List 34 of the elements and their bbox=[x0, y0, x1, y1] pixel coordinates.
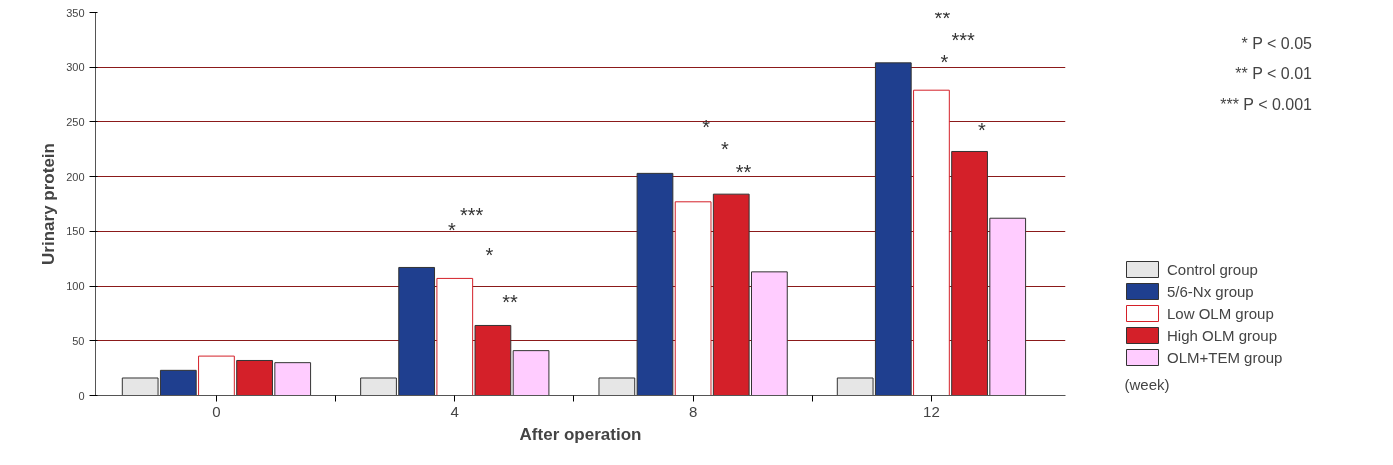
annotation: * bbox=[940, 50, 949, 73]
text: (week) bbox=[1124, 375, 1170, 393]
y-tick-label: 350 bbox=[66, 6, 85, 19]
annotation: * bbox=[977, 118, 986, 141]
x-tick-label: 0 bbox=[212, 402, 221, 420]
annotation: * bbox=[485, 244, 494, 267]
legend-label: High OLM group bbox=[1167, 326, 1278, 344]
y-tick-label: 100 bbox=[66, 280, 85, 293]
y-tick-label: 0 bbox=[78, 389, 85, 402]
legend-label: Low OLM group bbox=[1167, 304, 1274, 322]
y-tick-label: 200 bbox=[66, 170, 85, 183]
x-tick-label: 4 bbox=[450, 402, 459, 420]
annotation: *** bbox=[460, 203, 484, 226]
annotation: ** bbox=[735, 161, 752, 184]
y-tick-label: 250 bbox=[66, 115, 85, 128]
annotation: *** bbox=[951, 28, 975, 51]
annotation: ** bbox=[502, 291, 519, 314]
legend-label: OLM+TEM group bbox=[1167, 348, 1283, 366]
bar bbox=[512, 350, 550, 396]
text: *** P < 0.001 bbox=[1220, 95, 1313, 113]
y-tick-label: 150 bbox=[66, 225, 85, 238]
annotation: * bbox=[720, 138, 729, 161]
legend-label: 5/6-Nx group bbox=[1167, 282, 1254, 300]
text: * P < 0.05 bbox=[1241, 34, 1313, 52]
x-axis-title: After operation bbox=[519, 424, 642, 444]
y-axis-title: Urinary protein bbox=[39, 143, 59, 265]
x-tick-label: 8 bbox=[688, 402, 698, 420]
x-tick-label: 12 bbox=[923, 402, 940, 420]
legend-label: Control group bbox=[1167, 260, 1258, 278]
y-tick-label: 300 bbox=[66, 61, 85, 74]
annotation: * bbox=[448, 219, 457, 242]
annotation: * bbox=[702, 116, 711, 139]
y-tick-label: 50 bbox=[72, 334, 85, 347]
text: ** P < 0.01 bbox=[1235, 65, 1313, 83]
